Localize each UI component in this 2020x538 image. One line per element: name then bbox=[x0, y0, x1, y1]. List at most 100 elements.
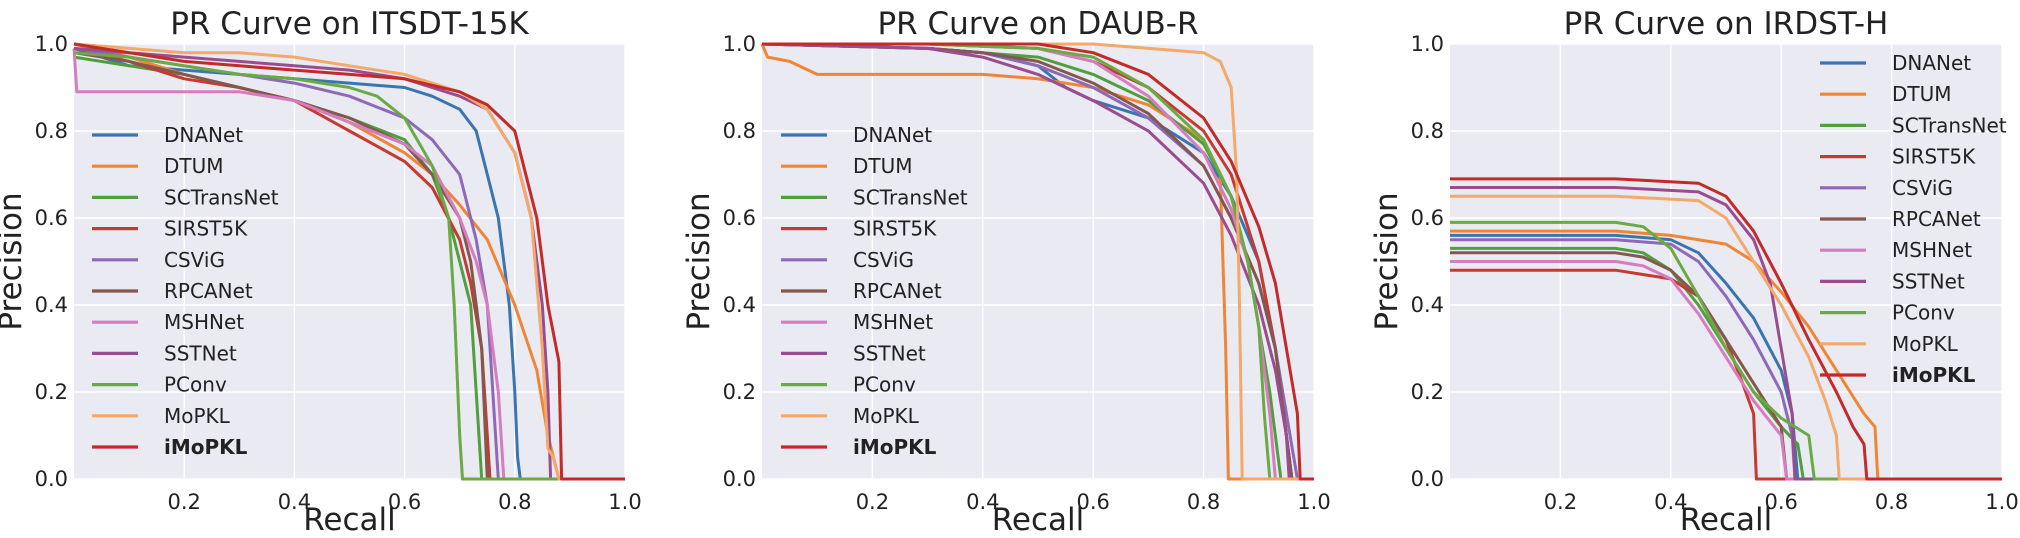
x-tick-label: 0.6 bbox=[1076, 490, 1109, 514]
series-line-pconv bbox=[73, 51, 625, 481]
y-tick-label: 1.0 bbox=[1411, 32, 1444, 56]
legend-item: PConv bbox=[92, 373, 227, 397]
chart-title: PR Curve on DAUB-R bbox=[877, 6, 1198, 42]
legend-label: PConv bbox=[853, 373, 916, 397]
y-tick-label: 1.0 bbox=[723, 32, 756, 56]
series-lines bbox=[1450, 177, 2002, 481]
legend-label: RPCANet bbox=[164, 279, 253, 303]
x-tick-label: 0.4 bbox=[966, 490, 999, 514]
legend-label: DTUM bbox=[164, 154, 224, 178]
chart-panel-2: 0.2 0.4 0.6 0.8 1.0 0.0 0.2 0.4 0.6 0.8 1.0 PR Curv… bbox=[681, 6, 1331, 538]
legend-label: MSHNet bbox=[853, 310, 933, 334]
legend-item: SCTransNet bbox=[92, 185, 279, 209]
legend-label: DNANet bbox=[853, 123, 932, 147]
series-line-imopkl bbox=[73, 42, 625, 481]
legend-label: DTUM bbox=[1892, 82, 1952, 106]
x-axis-label: Recall bbox=[303, 502, 396, 538]
x-tick-label: 1.0 bbox=[1297, 490, 1330, 514]
legend-label: DNANet bbox=[1892, 51, 1971, 75]
legend-item: CSViG bbox=[1820, 176, 1953, 200]
series-line-sstnet bbox=[73, 46, 625, 481]
legend-item: iMoPKL bbox=[1820, 363, 1976, 387]
legend: DNANet DTUM SCTransNet SIRST5K CSViG RPCANet M… bbox=[92, 123, 279, 459]
y-tick-label: 0.2 bbox=[723, 380, 756, 404]
x-tick-label: 0.2 bbox=[856, 490, 889, 514]
legend-label: SSTNet bbox=[1892, 269, 1965, 293]
y-tick-label: 0.4 bbox=[723, 293, 756, 317]
legend-item: SIRST5K bbox=[1820, 145, 1976, 169]
legend-item: SIRST5K bbox=[781, 217, 937, 241]
legend-label: CSViG bbox=[1892, 176, 1953, 200]
legend-item: RPCANet bbox=[781, 279, 942, 303]
legend-item: DNANet bbox=[781, 123, 932, 147]
legend-label: CSViG bbox=[853, 248, 914, 272]
legend-item: MSHNet bbox=[1820, 238, 1972, 262]
legend-item: MoPKL bbox=[1820, 332, 1959, 356]
x-axis-label: Recall bbox=[992, 502, 1085, 538]
legend-label: SIRST5K bbox=[1892, 145, 1976, 169]
series-line-mopkl bbox=[73, 42, 625, 481]
y-tick-label: 0.8 bbox=[35, 119, 68, 143]
x-tick-label: 0.2 bbox=[1544, 490, 1577, 514]
legend-item: iMoPKL bbox=[92, 435, 248, 459]
legend-item: RPCANet bbox=[1820, 207, 1981, 231]
series-lines bbox=[760, 42, 1314, 481]
x-tick-label: 0.4 bbox=[1654, 490, 1687, 514]
y-tick-label: 0.0 bbox=[35, 467, 68, 491]
legend-item: DNANet bbox=[1820, 51, 1971, 75]
legend-label: MoPKL bbox=[164, 404, 231, 428]
legend-item: DTUM bbox=[1820, 82, 1952, 106]
y-tick-label: 0.0 bbox=[1411, 467, 1444, 491]
series-line-mshnet bbox=[1450, 260, 2002, 481]
series-line-dtum bbox=[760, 43, 1314, 481]
x-tick-label: 0.8 bbox=[1875, 490, 1908, 514]
series-line-sstnet bbox=[761, 42, 1314, 481]
legend-label: DNANet bbox=[164, 123, 243, 147]
y-tick-label: 0.2 bbox=[1411, 380, 1444, 404]
series-line-imopkl bbox=[1450, 177, 2002, 481]
chart-panel-1: 0.2 0.4 0.6 0.8 1.0 0.0 0.2 0.4 0.6 0.8 1.0 PR Curv… bbox=[0, 6, 642, 538]
legend-label: iMoPKL bbox=[1892, 363, 1976, 387]
series-line-sirst5k bbox=[73, 46, 625, 481]
legend-item: MoPKL bbox=[92, 404, 231, 428]
x-tick-label: 0.6 bbox=[1764, 490, 1797, 514]
chart-panel-3: 0.2 0.4 0.6 0.8 1.0 0.0 0.2 0.4 0.6 0.8 1.0 PR Curv… bbox=[1369, 6, 2019, 538]
legend-label: PConv bbox=[1892, 301, 1955, 325]
legend: DNANet DTUM SCTransNet SIRST5K CSViG RPCANet M… bbox=[1820, 51, 2007, 387]
legend: DNANet DTUM SCTransNet SIRST5K CSViG RPCANet M… bbox=[781, 123, 968, 459]
legend-item: MSHNet bbox=[92, 310, 244, 334]
series-line-sstnet bbox=[1450, 186, 2002, 481]
x-tick-label: 0.4 bbox=[278, 490, 311, 514]
x-tick-label: 0.2 bbox=[167, 490, 200, 514]
legend-label: SIRST5K bbox=[853, 217, 937, 241]
legend-item: SSTNet bbox=[1820, 269, 1965, 293]
legend-item: SSTNet bbox=[781, 341, 926, 365]
legend-label: DTUM bbox=[853, 154, 913, 178]
y-axis-label: Precision bbox=[0, 192, 29, 330]
legend-item: SCTransNet bbox=[781, 185, 968, 209]
legend-label: iMoPKL bbox=[853, 435, 937, 459]
legend-item: iMoPKL bbox=[781, 435, 937, 459]
series-line-mopkl bbox=[1450, 194, 2002, 481]
y-tick-label: 0.4 bbox=[35, 293, 68, 317]
legend-label: SIRST5K bbox=[164, 217, 248, 241]
legend-label: RPCANet bbox=[853, 279, 942, 303]
series-line-pconv bbox=[1450, 220, 2002, 481]
legend-label: SCTransNet bbox=[1892, 113, 2007, 137]
legend-item: CSViG bbox=[781, 248, 914, 272]
legend-item: MSHNet bbox=[781, 310, 933, 334]
y-axis-label: Precision bbox=[681, 192, 717, 330]
legend-item: DTUM bbox=[781, 154, 913, 178]
chart-title: PR Curve on IRDST-H bbox=[1564, 6, 1889, 42]
series-line-mopkl bbox=[762, 42, 1314, 481]
y-tick-label: 0.6 bbox=[1411, 206, 1444, 230]
legend-label: iMoPKL bbox=[164, 435, 248, 459]
legend-item: PConv bbox=[781, 373, 916, 397]
legend-item: SSTNet bbox=[92, 341, 237, 365]
y-tick-label: 0.6 bbox=[35, 206, 68, 230]
x-axis-label: Recall bbox=[1680, 502, 1773, 538]
x-tick-label: 0.6 bbox=[388, 490, 421, 514]
x-tick-label: 1.0 bbox=[608, 490, 641, 514]
legend-label: CSViG bbox=[164, 248, 225, 272]
